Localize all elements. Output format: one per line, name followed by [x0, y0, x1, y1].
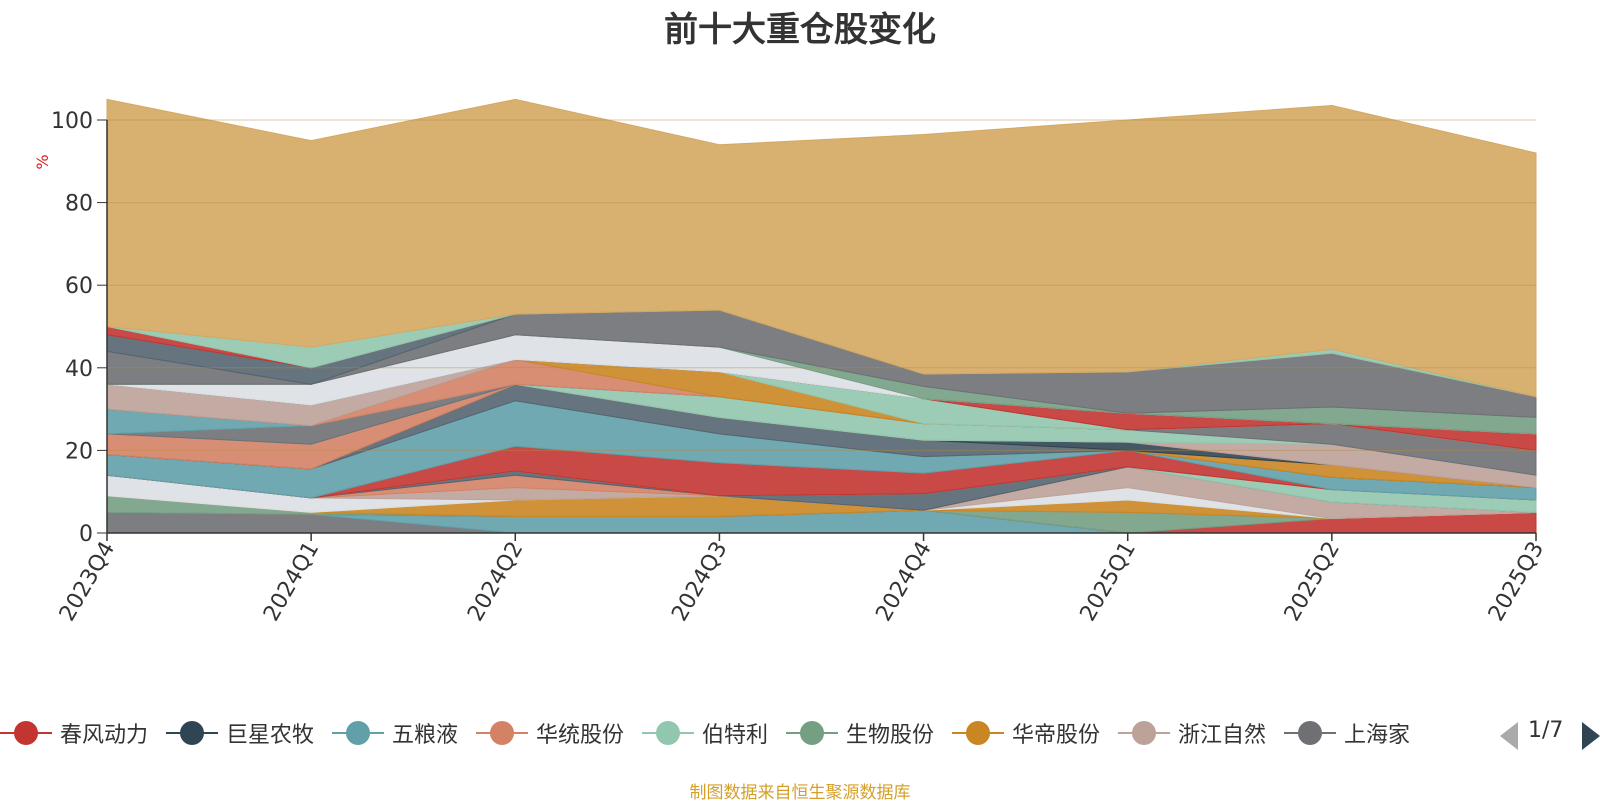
legend-page-indicator: 1/7	[1528, 718, 1564, 743]
legend-label: 浙江自然	[1178, 723, 1267, 748]
area-series-ah	[106, 98, 1537, 398]
legend-label: 生物股份	[846, 723, 935, 748]
y-tick-label-40: 40	[65, 357, 93, 382]
legend-label: 上海家	[1344, 723, 1411, 748]
x-tick-label-2025Q3: 2025Q3	[1484, 538, 1549, 626]
legend-marker-icon	[476, 719, 528, 747]
y-tick-label-20: 20	[65, 439, 93, 464]
y-tick-label-60: 60	[65, 274, 93, 299]
legend-item[interactable]: 五粮液	[332, 713, 458, 753]
legend-marker-icon	[0, 719, 52, 747]
legend-marker-icon	[952, 719, 1004, 747]
legend-prev-page-icon[interactable]	[1500, 722, 1518, 750]
legend-label: 华统股份	[536, 723, 625, 748]
x-tick-label-2025Q2: 2025Q2	[1280, 538, 1345, 626]
x-tick-label-2023Q4: 2023Q4	[55, 538, 120, 626]
legend-item[interactable]: 上海家	[1284, 713, 1410, 753]
legend-marker-icon	[332, 719, 384, 747]
legend-marker-icon	[786, 719, 838, 747]
x-tick-label-2024Q2: 2024Q2	[463, 538, 528, 626]
legend-item[interactable]: 华统股份	[476, 713, 624, 753]
area-series-group	[106, 98, 1537, 534]
legend-item[interactable]: 伯特利	[642, 713, 768, 753]
y-tick-label-0: 0	[79, 522, 93, 547]
stacked-area-chart: 0 20 40 60 80 100 2023Q4 2024Q1 2024Q2 2024Q3 2024…	[33, 98, 1549, 626]
x-tick-label-2024Q3: 2024Q3	[667, 538, 732, 626]
grid-lines	[107, 119, 1536, 451]
legend-label: 伯特利	[702, 723, 769, 748]
legend-label: 巨星农牧	[226, 723, 315, 748]
data-source-note: 制图数据来自恒生聚源数据库	[689, 783, 911, 803]
x-tick-label-2024Q4: 2024Q4	[871, 538, 936, 626]
legend-next-page-icon[interactable]	[1582, 722, 1600, 750]
legend-marker-icon	[166, 719, 218, 747]
legend-marker-icon	[1118, 719, 1170, 747]
legend-label: 春风动力	[60, 723, 149, 748]
y-axis-label: %	[33, 154, 52, 169]
x-tick-label-2025Q1: 2025Q1	[1076, 538, 1141, 626]
y-tick-label-100: 100	[51, 109, 93, 134]
y-tick-label-80: 80	[65, 192, 93, 217]
legend-label: 华帝股份	[1012, 723, 1101, 748]
legend-item[interactable]: 巨星农牧	[166, 713, 314, 753]
legend-item[interactable]: 华帝股份	[952, 713, 1100, 753]
legend-pager: 1/7	[1500, 718, 1600, 752]
legend-item[interactable]: 生物股份	[786, 713, 934, 753]
legend-item[interactable]: 春风动力	[0, 713, 148, 753]
legend: 春风动力 巨星农牧 五粮液 华统股份 伯特利 生物股份 华帝股份 浙江自然 上海家	[0, 713, 1490, 753]
legend-marker-icon	[642, 719, 694, 747]
chart-title: 前十大重仓股变化	[664, 10, 936, 50]
legend-label: 五粮液	[392, 723, 459, 748]
legend-item[interactable]: 浙江自然	[1118, 713, 1266, 753]
x-tick-label-2024Q1: 2024Q1	[259, 538, 324, 626]
legend-marker-icon	[1284, 719, 1336, 747]
